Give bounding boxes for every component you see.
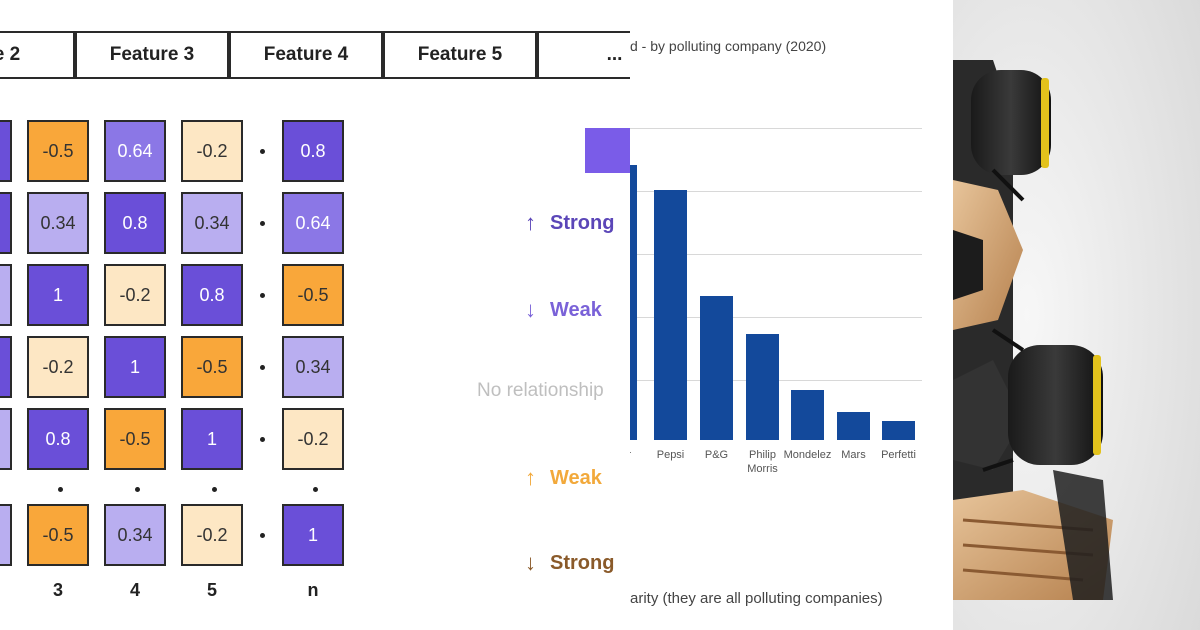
x-tick-label: Perfetti xyxy=(881,449,916,461)
ellipsis-dot xyxy=(260,533,265,538)
chart-footnote: arity (they are all polluting companies) xyxy=(630,590,883,607)
legend-label: No relationship xyxy=(477,380,604,401)
ellipsis-dot xyxy=(313,487,318,492)
bar xyxy=(746,333,779,440)
gridline xyxy=(630,191,922,192)
matrix-cell: -0.5 xyxy=(27,504,89,566)
bar xyxy=(654,190,687,440)
gridline xyxy=(630,254,922,255)
column-header: Feature 3 xyxy=(75,31,229,79)
column-header: Feature 4 xyxy=(229,31,383,79)
legend-label: Strong xyxy=(550,551,615,574)
gridline xyxy=(630,317,922,318)
column-index-label: n xyxy=(307,580,319,600)
x-tick-label: Philip Morris xyxy=(747,449,778,475)
matrix-cell: -0.2 xyxy=(27,336,89,398)
x-tick-label: Mondelez xyxy=(783,449,832,461)
bar xyxy=(882,421,915,440)
bar xyxy=(630,165,637,440)
column-index-label: 5 xyxy=(206,580,217,600)
ellipsis-dot xyxy=(260,149,265,154)
legend-item: ↓ Strong xyxy=(525,550,614,576)
arrow-up-icon: ↑ xyxy=(525,465,536,490)
matrix-cell: -0.5 xyxy=(104,408,166,470)
column-index-label: 3 xyxy=(52,580,63,600)
matrix-cell: 1 xyxy=(104,336,166,398)
matrix-cell: 0.64 xyxy=(104,120,166,182)
matrix-cell: 0.64 xyxy=(282,192,344,254)
matrix-cell: -0.5 xyxy=(181,336,243,398)
ellipsis-dot xyxy=(260,293,265,298)
matrix-cell: -0.2 xyxy=(181,120,243,182)
matrix-cell: 0.8 xyxy=(282,120,344,182)
matrix-cell: 0.34 xyxy=(181,192,243,254)
f1-car-icon xyxy=(953,0,1200,630)
matrix-cell: 0.34 xyxy=(282,336,344,398)
arrow-up-icon: ↑ xyxy=(525,210,536,235)
matrix-cell: 0.8 xyxy=(104,192,166,254)
column-header: ure 2 xyxy=(0,31,75,79)
arrow-down-icon: ↓ xyxy=(525,297,536,322)
column-header: ... xyxy=(537,31,630,79)
matrix-cell: -0.5 xyxy=(282,264,344,326)
bar xyxy=(837,411,870,440)
chart-title: d - by polluting company (2020) xyxy=(630,38,827,54)
legend-item: No relationship xyxy=(477,380,604,402)
x-tick-label: P&G xyxy=(704,449,729,461)
x-tick-label: Pepsi xyxy=(656,449,685,461)
matrix-cell-partial xyxy=(0,504,12,566)
matrix-cell-partial xyxy=(0,336,12,398)
ellipsis-dot xyxy=(260,365,265,370)
matrix-cell: 0.34 xyxy=(104,504,166,566)
f1-car-photo xyxy=(953,0,1200,630)
matrix-cell: -0.2 xyxy=(104,264,166,326)
matrix-cell: 1 xyxy=(27,264,89,326)
ellipsis-dot xyxy=(260,221,265,226)
legend-label: Strong xyxy=(550,211,615,234)
matrix-cell: -0.2 xyxy=(181,504,243,566)
matrix-cell: -0.5 xyxy=(27,120,89,182)
legend-item: ↑ Strong xyxy=(525,210,614,236)
matrix-cell-partial xyxy=(0,120,12,182)
matrix-cell-partial xyxy=(0,192,12,254)
matrix-cell: 0.8 xyxy=(27,408,89,470)
matrix-cell: 1 xyxy=(282,504,344,566)
matrix-cell: -0.2 xyxy=(282,408,344,470)
x-tick-label: ver xyxy=(630,448,652,462)
bar xyxy=(700,296,733,440)
column-header: Feature 5 xyxy=(383,31,537,79)
legend-label: Weak xyxy=(550,466,602,489)
matrix-cell: 0.34 xyxy=(27,192,89,254)
legend-item: ↓ Weak xyxy=(525,297,602,323)
legend-item: ↑ Weak xyxy=(525,465,602,491)
ellipsis-dot xyxy=(260,437,265,442)
bar xyxy=(791,390,824,440)
x-tick-label: Mars xyxy=(841,449,866,461)
ellipsis-dot xyxy=(135,487,140,492)
legend-swatch xyxy=(585,128,630,173)
matrix-cell: 1 xyxy=(181,408,243,470)
bar-chart-panel: d - by polluting company (2020) ver Pepsi… xyxy=(630,0,953,630)
ellipsis-dot xyxy=(58,487,63,492)
matrix-cell: 0.8 xyxy=(181,264,243,326)
legend-label: Weak xyxy=(550,298,602,321)
gridline xyxy=(630,128,922,129)
arrow-down-icon: ↓ xyxy=(525,550,536,575)
matrix-cell-partial xyxy=(0,264,12,326)
matrix-cell-partial xyxy=(0,408,12,470)
column-index-label: 4 xyxy=(129,580,140,600)
ellipsis-dot xyxy=(212,487,217,492)
